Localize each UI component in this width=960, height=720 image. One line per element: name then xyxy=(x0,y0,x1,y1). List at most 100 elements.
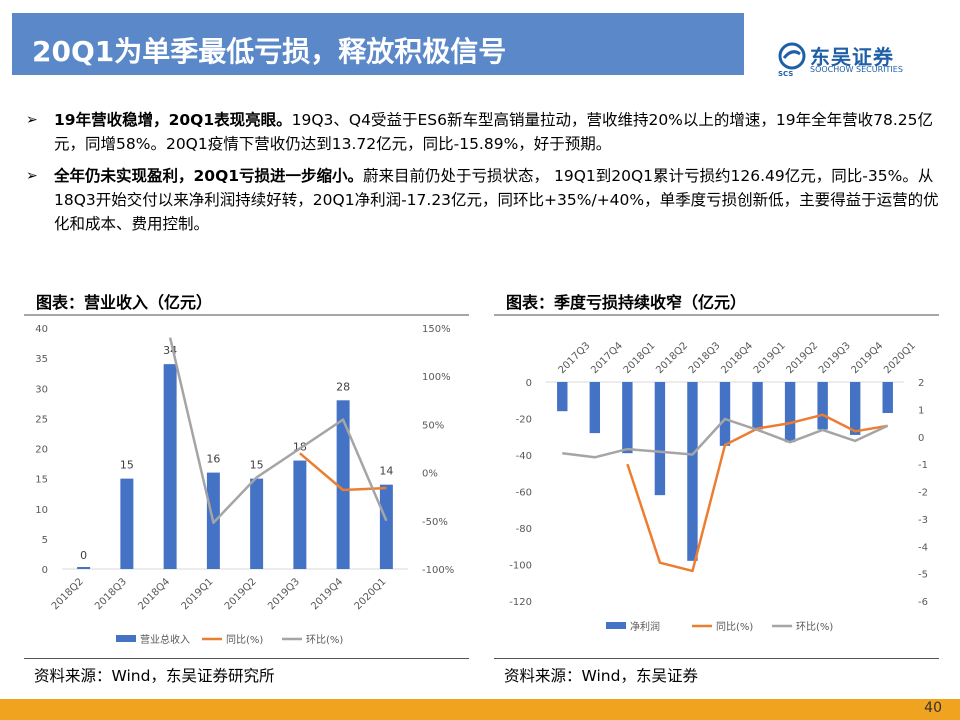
y2-tick-label: -100% xyxy=(422,565,454,576)
y-tick-label: 5 xyxy=(42,535,48,546)
revenue-chart: 0 5 10 15 20 25 30 35 40 -100% -50% 0% 50% 100% 150% 0 1… xyxy=(35,324,454,646)
y-tick-label: 30 xyxy=(35,384,48,395)
y2-tick-label: 0% xyxy=(422,469,438,480)
y-tick-label: 0 xyxy=(42,565,48,576)
bullet-item: ➢ 19年营收稳增，20Q1表现亮眼。19Q3、Q4受益于ES6新车型高销量拉动… xyxy=(24,108,944,156)
x-tick-label: 2017Q3 xyxy=(557,340,593,376)
bar xyxy=(622,382,633,454)
right-source-divider xyxy=(494,658,939,659)
y2-tick-label: 100% xyxy=(422,372,451,383)
data-label: 16 xyxy=(206,453,220,466)
right-chart-source: 资料来源：Wind，东吴证券 xyxy=(504,667,698,685)
legend-label: 净利润 xyxy=(630,620,660,633)
logo-cn-text: 东吴证券 xyxy=(810,45,894,69)
bar xyxy=(120,478,134,569)
y-tick-label: -60 xyxy=(516,488,532,499)
right-chart-divider xyxy=(494,314,939,316)
x-tick-label: 2019Q1 xyxy=(180,576,216,612)
bullet-heading: 19年营收稳增，20Q1表现亮眼。 xyxy=(54,111,292,129)
y2-tick-label: 1 xyxy=(918,405,924,416)
x-tick-label: 2019Q2 xyxy=(784,340,820,376)
y2-tick-label: -6 xyxy=(918,597,928,608)
bar xyxy=(379,484,393,569)
bullet-item: ➢ 全年仍未实现盈利，20Q1亏损进一步缩小。蔚来目前仍处于亏损状态， 19Q1… xyxy=(24,164,944,236)
x-tick-label: 2019Q3 xyxy=(817,340,853,376)
y-tick-label: 25 xyxy=(35,414,48,425)
logo-icon xyxy=(778,42,806,70)
bar xyxy=(163,364,177,569)
bullet-heading: 全年仍未实现盈利，20Q1亏损进一步缩小。 xyxy=(54,167,364,185)
bar xyxy=(77,567,91,569)
y2-tick-label: -4 xyxy=(918,542,928,553)
x-tick-label: 2019Q1 xyxy=(752,340,788,376)
bar xyxy=(336,400,350,569)
y2-tick-label: 2 xyxy=(918,378,924,389)
x-tick-label: 2019Q4 xyxy=(309,576,345,612)
bar xyxy=(654,382,666,496)
y-tick-label: -40 xyxy=(516,451,532,462)
data-label: 14 xyxy=(379,465,393,478)
bar xyxy=(293,460,307,569)
y-tick-label: 20 xyxy=(35,445,48,456)
y-tick-label: -120 xyxy=(509,597,532,608)
legend-label: 同比(%) xyxy=(226,634,263,646)
bullet-text: 蔚来目前仍处于亏损状态， 19Q1到20Q1累计亏损约126.49亿元，同比-3… xyxy=(54,167,939,233)
x-tick-label: 2017Q4 xyxy=(589,340,625,376)
bar xyxy=(817,382,828,430)
x-tick-label: 2018Q1 xyxy=(622,340,658,376)
left-chart-title: 图表：营业收入（亿元） xyxy=(36,293,213,312)
y-tick-label: -100 xyxy=(509,561,532,572)
legend-label: 营业总收入 xyxy=(140,633,190,646)
x-tick-label: 2019Q3 xyxy=(266,576,302,612)
x-tick-label: 2018Q3 xyxy=(93,576,129,612)
legend-label: 环比(%) xyxy=(796,621,833,633)
bar xyxy=(784,382,796,443)
page-number: 40 xyxy=(924,700,942,716)
bar xyxy=(719,382,731,446)
left-chart-divider xyxy=(24,314,469,316)
arrow-bullet-icon: ➢ xyxy=(26,112,38,128)
x-tick-label: 2019Q4 xyxy=(850,340,886,376)
page-title: 20Q1为单季最低亏损，释放积极信号 xyxy=(32,35,507,68)
y-tick-label: 40 xyxy=(35,324,48,335)
title-bar: 20Q1为单季最低亏损，释放积极信号 xyxy=(12,13,744,75)
legend-bar-swatch xyxy=(116,635,136,642)
logo-abbr-text: SCS xyxy=(778,70,794,78)
bullet-text: 19Q3、Q4受益于ES6新车型高销量拉动，营收维持20%以上的增速，19年全年… xyxy=(54,111,933,153)
y2-tick-label: -2 xyxy=(918,488,928,499)
company-logo: 东吴证券 SCS SOOCHOW SECURITIES xyxy=(774,40,924,80)
net-profit-chart: 0 -20 -40 -60 -80 -100 -120 2 1 0 -1 -2 -3 -4 -5 -6 2017… xyxy=(509,340,928,633)
x-tick-label: 2018Q4 xyxy=(136,576,172,612)
bar xyxy=(557,382,568,412)
y2-tick-label: -50% xyxy=(422,517,448,528)
data-label: 28 xyxy=(336,380,350,393)
y2-tick-label: 50% xyxy=(422,420,444,431)
y2-tick-label: -3 xyxy=(918,515,928,526)
bar xyxy=(589,382,601,434)
data-label: 15 xyxy=(250,459,264,472)
data-label: 15 xyxy=(120,459,134,472)
y2-tick-label: -5 xyxy=(918,570,928,581)
y2-tick-label: -1 xyxy=(918,460,928,471)
qoq-line xyxy=(168,337,388,524)
x-tick-label: 2018Q3 xyxy=(687,340,723,376)
bar xyxy=(882,382,893,414)
logo-en-text: SOOCHOW SECURITIES xyxy=(810,65,903,74)
data-label: 0 xyxy=(80,549,87,562)
y-tick-label: 10 xyxy=(35,505,48,516)
x-tick-label: 2019Q2 xyxy=(223,576,259,612)
x-tick-label: 2018Q2 xyxy=(654,340,690,376)
bar xyxy=(752,382,763,430)
bar xyxy=(250,478,264,569)
arrow-bullet-icon: ➢ xyxy=(26,168,38,184)
y2-tick-label: 150% xyxy=(422,324,451,335)
y2-tick-label: 0 xyxy=(918,433,924,444)
y-tick-label: -80 xyxy=(516,524,532,535)
bar xyxy=(849,382,861,435)
qoq-line xyxy=(562,417,889,459)
y-tick-label: 0 xyxy=(526,378,532,389)
legend-label: 同比(%) xyxy=(716,621,753,633)
y-tick-label: -20 xyxy=(516,415,532,426)
bullet-list: ➢ 19年营收稳增，20Q1表现亮眼。19Q3、Q4受益于ES6新车型高销量拉动… xyxy=(24,108,944,244)
legend-label: 环比(%) xyxy=(306,634,343,646)
